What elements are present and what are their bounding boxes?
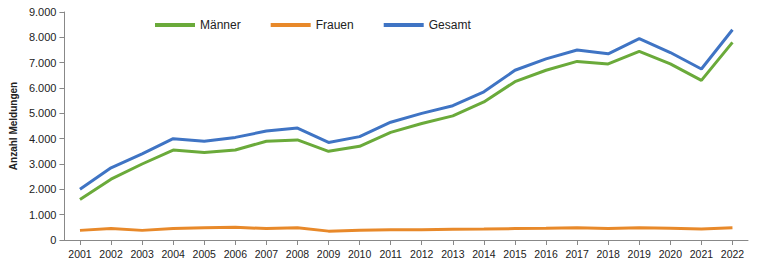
svg-text:2012: 2012 [410, 248, 434, 260]
svg-text:2019: 2019 [628, 248, 652, 260]
svg-text:Männer: Männer [200, 18, 241, 32]
svg-text:6.000: 6.000 [29, 82, 57, 94]
svg-text:Frauen: Frauen [316, 18, 354, 32]
svg-text:2020: 2020 [659, 248, 683, 260]
svg-text:2015: 2015 [503, 248, 527, 260]
svg-text:0: 0 [50, 234, 56, 246]
svg-text:7.000: 7.000 [29, 57, 57, 69]
svg-text:1.000: 1.000 [29, 209, 57, 221]
svg-text:2022: 2022 [721, 248, 745, 260]
svg-text:Gesamt: Gesamt [429, 18, 472, 32]
svg-text:2008: 2008 [286, 248, 310, 260]
svg-text:2001: 2001 [68, 248, 92, 260]
svg-text:2006: 2006 [224, 248, 248, 260]
svg-text:2005: 2005 [193, 248, 217, 260]
svg-text:2.000: 2.000 [29, 183, 57, 195]
svg-text:5.000: 5.000 [29, 107, 57, 119]
svg-text:2007: 2007 [255, 248, 279, 260]
svg-text:2010: 2010 [348, 248, 372, 260]
svg-text:2021: 2021 [690, 248, 714, 260]
svg-text:2011: 2011 [379, 248, 402, 260]
svg-text:2004: 2004 [161, 248, 185, 260]
svg-text:2016: 2016 [534, 248, 558, 260]
svg-text:9.000: 9.000 [29, 6, 57, 18]
svg-text:2003: 2003 [130, 248, 154, 260]
svg-text:4.000: 4.000 [29, 133, 57, 145]
svg-text:2002: 2002 [99, 248, 123, 260]
svg-text:8.000: 8.000 [29, 31, 57, 43]
svg-text:2014: 2014 [472, 248, 496, 260]
svg-text:2017: 2017 [565, 248, 589, 260]
svg-text:2013: 2013 [441, 248, 465, 260]
svg-text:2018: 2018 [596, 248, 620, 260]
svg-text:Anzahl Meldungen: Anzahl Meldungen [8, 82, 19, 170]
svg-text:3.000: 3.000 [29, 158, 57, 170]
svg-text:2009: 2009 [317, 248, 341, 260]
